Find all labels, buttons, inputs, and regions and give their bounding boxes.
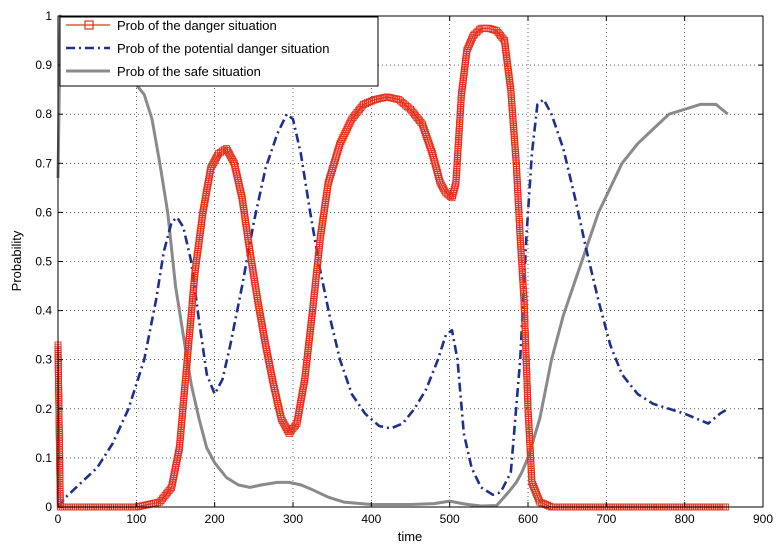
legend-label-1: Prob of the potential danger situation: [117, 41, 329, 56]
series-marker: [232, 166, 240, 174]
y-tick-label: 0.8: [35, 107, 52, 121]
series-marker: [376, 95, 384, 102]
series-marker: [152, 499, 160, 507]
series-marker: [234, 174, 242, 182]
series-marker: [388, 94, 396, 102]
series-marker: [534, 494, 542, 502]
y-tick-label: 0.3: [35, 353, 52, 367]
series-marker: [233, 170, 241, 178]
x-tick-label: 900: [753, 512, 773, 526]
series-marker: [172, 462, 180, 469]
series-marker: [267, 369, 275, 377]
y-axis-label: Probability: [9, 230, 24, 291]
series-marker: [168, 481, 176, 489]
series-marker: [171, 468, 179, 476]
x-tick-label: 200: [205, 512, 225, 526]
ticks: 0 100 200 300 400 500 600 700 800 900 0 0.1 0.2 0.3 0.…: [35, 9, 773, 526]
series-marker: [231, 161, 239, 169]
series-marker: [440, 185, 448, 193]
y-tick-label: 0.7: [35, 156, 52, 170]
legend-label-2: Prob of the safe situation: [117, 64, 261, 79]
y-tick-label: 0: [45, 500, 52, 514]
series-marker: [263, 350, 271, 358]
series-marker: [265, 356, 273, 364]
series-marker: [215, 150, 223, 157]
series-marker: [271, 389, 279, 397]
x-tick-label: 400: [361, 512, 381, 526]
x-tick-label: 0: [55, 512, 62, 526]
series-marker: [236, 183, 244, 191]
series-marker: [266, 363, 274, 371]
series-marker: [139, 502, 147, 510]
series-marker: [238, 192, 246, 199]
x-axis-label: time: [398, 529, 423, 544]
series-marker: [169, 475, 177, 483]
series-marker: [371, 96, 379, 103]
series-marker: [270, 385, 278, 392]
series-marker: [217, 148, 224, 156]
series-marker: [369, 96, 377, 104]
x-tick-label: 600: [518, 512, 538, 526]
series-line-1: [56, 98, 729, 508]
series-marker: [173, 455, 181, 463]
series-marker: [275, 406, 283, 414]
series-marker: [237, 187, 245, 195]
legend-label-0: Prob of the danger situation: [117, 18, 277, 33]
series-marker: [262, 343, 270, 351]
y-tick-label: 0.4: [35, 304, 52, 318]
series-marker: [213, 153, 221, 161]
legend-marker: [84, 20, 94, 30]
y-tick-label: 1: [45, 9, 52, 23]
series-marker: [475, 26, 483, 34]
legend: Prob of the danger situation Prob of the …: [59, 16, 379, 87]
series-marker: [269, 376, 276, 384]
series-marker: [175, 448, 182, 456]
series-marker: [451, 181, 459, 189]
x-tick-label: 800: [675, 512, 695, 526]
series-marker: [347, 117, 355, 125]
legend-box: [59, 16, 379, 87]
y-tick-label: 0.2: [35, 402, 52, 416]
series-marker: [381, 94, 389, 101]
y-tick-label: 0.1: [35, 451, 52, 465]
x-tick-label: 700: [596, 512, 616, 526]
series-layer: [54, 14, 729, 511]
series-marker: [385, 94, 393, 101]
y-tick-label: 0.6: [35, 205, 52, 219]
x-tick-label: 300: [283, 512, 303, 526]
series-marker: [378, 94, 386, 102]
series-marker: [374, 95, 382, 103]
series-marker: [468, 34, 476, 42]
x-tick-label: 500: [440, 512, 460, 526]
series-marker: [273, 397, 281, 405]
y-tick-label: 0.9: [35, 58, 52, 72]
y-tick-label: 0.5: [35, 255, 52, 269]
series-marker: [274, 402, 282, 410]
series-marker: [383, 93, 391, 101]
x-tick-label: 100: [126, 512, 146, 526]
